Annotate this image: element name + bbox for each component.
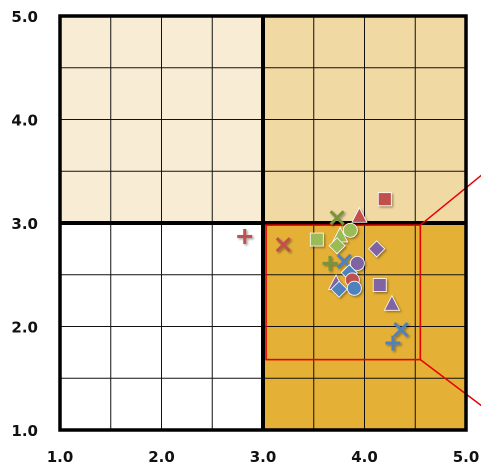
y-tick-label: 2.0 <box>11 319 38 337</box>
y-tick-label: 1.0 <box>11 422 38 440</box>
data-point <box>310 233 323 246</box>
x-tick-label: 1.0 <box>47 448 74 466</box>
data-point <box>347 281 361 295</box>
data-point <box>343 223 357 237</box>
y-axis-ticks: 1.0 2.0 3.0 4.0 5.0 <box>11 8 38 440</box>
x-tick-label: 4.0 <box>351 448 378 466</box>
x-tick-label: 2.0 <box>148 448 175 466</box>
x-tick-label: 3.0 <box>250 448 277 466</box>
data-point <box>378 193 391 206</box>
y-tick-label: 4.0 <box>11 112 38 130</box>
x-axis-ticks: 1.0 2.0 3.0 4.0 5.0 <box>47 448 480 466</box>
data-point <box>373 279 386 292</box>
x-tick-label: 5.0 <box>453 448 480 466</box>
y-tick-label: 5.0 <box>11 8 38 26</box>
y-tick-label: 3.0 <box>11 215 38 233</box>
